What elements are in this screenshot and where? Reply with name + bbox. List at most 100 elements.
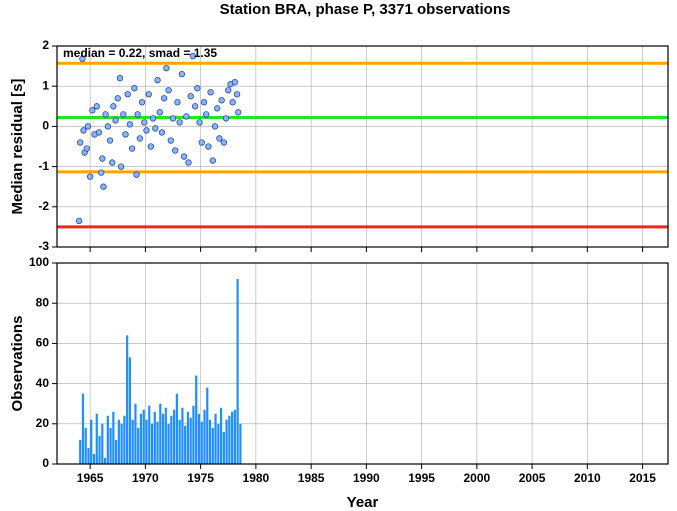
- bar: [175, 393, 178, 464]
- bar: [197, 413, 201, 464]
- bar: [178, 419, 181, 464]
- point: [152, 125, 159, 132]
- x-tick-label: 1995: [408, 471, 435, 485]
- point: [134, 111, 141, 118]
- bar: [134, 403, 137, 464]
- point: [99, 155, 106, 162]
- point: [198, 139, 205, 146]
- point: [216, 135, 223, 142]
- point: [131, 85, 138, 92]
- bar: [81, 393, 85, 464]
- bar: [139, 413, 143, 464]
- point: [229, 99, 236, 106]
- x-tick-label: 2010: [574, 471, 601, 485]
- point: [86, 173, 94, 180]
- point: [80, 127, 87, 134]
- point: [95, 129, 103, 136]
- bar: [222, 431, 225, 464]
- point: [84, 123, 92, 130]
- bar: [167, 423, 170, 464]
- y-tick-label: 60: [36, 336, 50, 350]
- point: [203, 111, 210, 118]
- x-tick-label: 2015: [629, 471, 656, 485]
- point: [122, 131, 129, 138]
- point: [211, 123, 219, 130]
- point: [178, 70, 186, 78]
- point: [200, 99, 208, 106]
- bar: [145, 419, 148, 464]
- point: [149, 115, 157, 122]
- bar: [173, 409, 176, 464]
- bar: [123, 415, 126, 464]
- y-tick-label: 100: [29, 255, 49, 269]
- x-tick-label: 2005: [519, 471, 546, 485]
- bar: [109, 427, 112, 464]
- point: [143, 127, 150, 134]
- bar: [239, 423, 242, 464]
- bar: [156, 421, 159, 464]
- annotation: median = 0.22, smad = 1.35: [63, 46, 217, 60]
- point: [110, 103, 117, 110]
- bar: [233, 409, 236, 464]
- y-tick-label: 80: [36, 295, 50, 309]
- point: [112, 117, 119, 124]
- bar: [211, 427, 214, 464]
- bar: [159, 403, 162, 464]
- bar: [92, 453, 96, 464]
- point: [194, 85, 201, 92]
- x-tick-label: 1965: [77, 471, 104, 485]
- bar: [153, 411, 156, 464]
- point: [114, 95, 121, 102]
- bar: [184, 425, 187, 464]
- bar: [103, 457, 107, 464]
- bar: [219, 407, 223, 464]
- bar: [128, 357, 132, 464]
- bar: [95, 413, 98, 464]
- point: [102, 111, 109, 118]
- bar: [225, 419, 228, 464]
- bar: [231, 411, 234, 464]
- point: [187, 93, 194, 100]
- point: [176, 119, 183, 126]
- bar: [101, 423, 104, 464]
- point: [163, 64, 170, 72]
- bar: [161, 413, 165, 464]
- bar: [200, 421, 203, 464]
- point: [235, 109, 242, 116]
- bar: [195, 375, 198, 464]
- bar: [214, 413, 217, 464]
- frame: [56, 262, 669, 465]
- bar: [203, 409, 206, 464]
- point: [83, 145, 90, 152]
- point: [183, 113, 190, 120]
- point: [138, 99, 146, 106]
- bar: [192, 405, 195, 464]
- point: [185, 159, 192, 166]
- x-tick-label: 1985: [298, 471, 325, 485]
- x-tick-label: 1990: [353, 471, 380, 485]
- chart-title: Station BRA, phase P, 3371 observations: [220, 1, 511, 18]
- point: [156, 109, 163, 116]
- bar: [189, 417, 192, 464]
- point: [209, 157, 216, 164]
- point: [93, 103, 100, 110]
- y-tick-label: -2: [38, 199, 49, 213]
- bar: [217, 423, 220, 464]
- point: [207, 89, 214, 96]
- y-tick-label: 2: [42, 38, 49, 52]
- y-tick-label: 40: [36, 376, 50, 390]
- point: [117, 163, 125, 170]
- bar: [236, 279, 239, 464]
- y-tick-label: -3: [38, 239, 49, 253]
- bar: [137, 427, 140, 464]
- bar: [206, 387, 209, 464]
- point: [128, 145, 136, 152]
- bar: [112, 411, 115, 464]
- point: [104, 123, 111, 130]
- point: [214, 105, 221, 112]
- bar: [186, 411, 190, 464]
- point: [218, 97, 225, 104]
- point: [191, 103, 199, 110]
- y-tick-label: 0: [42, 119, 49, 133]
